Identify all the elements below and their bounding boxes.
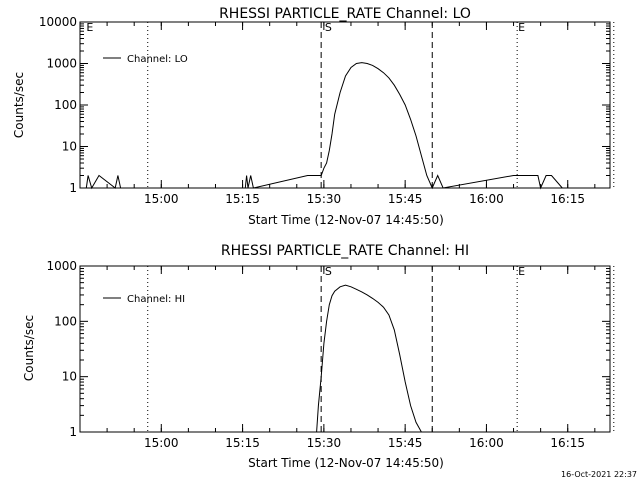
panel1-xtick-label: 16:00 — [469, 192, 504, 206]
panel2-ylabel: Counts/sec — [22, 315, 36, 381]
panel2-series-line — [316, 284, 422, 433]
panel1-xtick-label: 15:45 — [388, 192, 423, 206]
panel1-xtick-label: 15:30 — [307, 192, 342, 206]
panel2-xtick-label: 16:00 — [469, 436, 504, 450]
panel2-ytick-label: 100 — [54, 314, 77, 328]
panel1-legend-label: Channel: LO — [127, 54, 188, 65]
panel2-xlabel: Start Time (12-Nov-07 14:45:50) — [248, 456, 444, 470]
panel2-xtick-label: 15:00 — [144, 436, 179, 450]
panel1-ytick-label: 10000 — [39, 15, 77, 29]
panel1-xtick-label: 15:00 — [144, 192, 179, 206]
panel1-marker-e: E — [518, 21, 525, 34]
panel2-ytick-label: 10 — [62, 370, 77, 384]
panel1-marker-e: E — [86, 21, 93, 34]
panel2-xtick-label: 16:15 — [550, 436, 585, 450]
panel1-xtick-label: 15:15 — [225, 192, 260, 206]
panel1-series-line — [85, 62, 563, 190]
panel1-ytick-label: 1000 — [46, 57, 77, 71]
panel1-marker-s: S — [325, 21, 332, 34]
panel2-xtick-label: 15:30 — [307, 436, 342, 450]
panel2-frame — [79, 265, 611, 433]
panel2-marker-s: S — [325, 265, 332, 278]
panel1-xtick-label: 16:15 — [550, 192, 585, 206]
panel2-xtick-label: 15:15 — [225, 436, 260, 450]
panel1-frame — [79, 21, 611, 189]
panel1-xlabel: Start Time (12-Nov-07 14:45:50) — [248, 213, 444, 227]
panel2-title: RHESSI PARTICLE_RATE Channel: HI — [221, 243, 469, 259]
panel1-ytick-label: 10 — [62, 140, 77, 154]
panel1-ytick-label: 100 — [54, 98, 77, 112]
panel2-legend-label: Channel: HI — [127, 294, 185, 305]
panel1-title: RHESSI PARTICLE_RATE Channel: LO — [219, 6, 471, 22]
panel1-ylabel: Counts/sec — [12, 72, 26, 138]
panel2-xtick-label: 15:45 — [388, 436, 423, 450]
footer-date: 16-Oct-2021 22:37 — [561, 470, 637, 479]
panel2-marker-e: E — [518, 265, 525, 278]
panel1-ytick-label: 1 — [69, 181, 77, 195]
panel2-ytick-label: 1 — [69, 425, 77, 439]
panel2-ytick-label: 1000 — [46, 259, 77, 273]
